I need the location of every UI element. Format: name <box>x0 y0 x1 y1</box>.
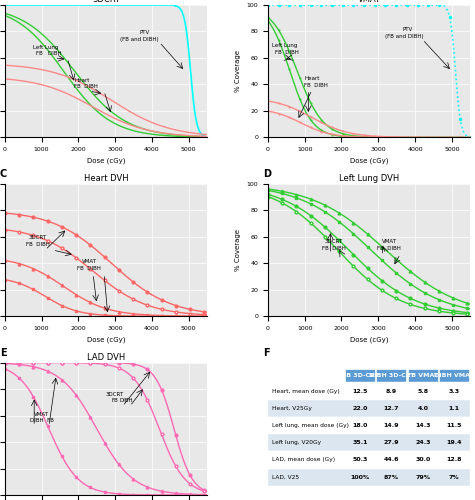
Text: 100%: 100% <box>351 474 370 480</box>
Text: PTV: PTV <box>403 28 413 32</box>
Title: VMAT: VMAT <box>358 0 380 4</box>
Text: 50.3: 50.3 <box>352 458 368 462</box>
Text: DIBH: DIBH <box>119 398 133 404</box>
Text: 11.5: 11.5 <box>446 423 462 428</box>
Text: 8.9: 8.9 <box>386 388 397 394</box>
Text: 14.9: 14.9 <box>384 423 399 428</box>
Text: LAD, V25: LAD, V25 <box>272 474 299 480</box>
Text: Left lung, mean dose (Gy): Left lung, mean dose (Gy) <box>272 423 349 428</box>
FancyBboxPatch shape <box>376 369 407 382</box>
FancyBboxPatch shape <box>345 369 375 382</box>
Text: 19.4: 19.4 <box>446 440 462 445</box>
Text: 3.3: 3.3 <box>448 388 460 394</box>
Text: FB  DIBH: FB DIBH <box>74 84 98 89</box>
Text: FB  DIBH: FB DIBH <box>275 50 299 55</box>
Text: FB  DIBH: FB DIBH <box>377 246 401 251</box>
Text: LAD, mean dose (Gy): LAD, mean dose (Gy) <box>272 458 335 462</box>
Text: 1.1: 1.1 <box>448 406 460 411</box>
Text: FB VMAT: FB VMAT <box>407 374 438 378</box>
Text: FB   DIBH: FB DIBH <box>36 52 62 57</box>
Text: Left lung, V20Gy: Left lung, V20Gy <box>272 440 321 445</box>
Text: VMAT: VMAT <box>82 259 97 264</box>
Y-axis label: % Coverage: % Coverage <box>235 50 241 92</box>
Text: FB: FB <box>112 398 119 404</box>
Text: (FB and DIBH): (FB and DIBH) <box>385 34 423 39</box>
Text: 5.8: 5.8 <box>417 388 428 394</box>
Text: 24.3: 24.3 <box>415 440 430 445</box>
FancyBboxPatch shape <box>268 468 470 485</box>
Text: 14.3: 14.3 <box>415 423 430 428</box>
X-axis label: Dose (cGy): Dose (cGy) <box>87 336 125 343</box>
Text: 87%: 87% <box>384 474 399 480</box>
X-axis label: Dose (cGy): Dose (cGy) <box>350 158 388 164</box>
Text: FB 3D-CRT: FB 3D-CRT <box>342 374 379 378</box>
Text: 3DCRT: 3DCRT <box>325 240 343 244</box>
Text: (FB and DIBH): (FB and DIBH) <box>120 37 158 42</box>
Text: 44.6: 44.6 <box>384 458 399 462</box>
Text: 3DCRT: 3DCRT <box>106 392 124 396</box>
Y-axis label: % Coverage: % Coverage <box>235 229 241 271</box>
Text: DIBH  FB: DIBH FB <box>29 418 54 423</box>
Text: DIBH VMAT: DIBH VMAT <box>434 374 474 378</box>
FancyBboxPatch shape <box>408 369 438 382</box>
FancyBboxPatch shape <box>268 452 470 468</box>
FancyBboxPatch shape <box>268 382 470 400</box>
Text: FB  DIBH: FB DIBH <box>77 266 101 271</box>
Text: 79%: 79% <box>415 474 430 480</box>
Title: 3DCRT: 3DCRT <box>92 0 120 4</box>
Text: 12.8: 12.8 <box>446 458 462 462</box>
FancyBboxPatch shape <box>439 369 469 382</box>
Text: 22.0: 22.0 <box>352 406 368 411</box>
Text: 3DCRT: 3DCRT <box>29 236 47 240</box>
Text: FB  DIBH: FB DIBH <box>322 246 346 251</box>
Title: Heart DVH: Heart DVH <box>84 174 128 183</box>
Text: Heart: Heart <box>75 78 90 83</box>
X-axis label: Dose (cGy): Dose (cGy) <box>87 158 125 164</box>
Text: Left Lung: Left Lung <box>33 44 58 50</box>
Text: 12.7: 12.7 <box>384 406 399 411</box>
Text: PTV: PTV <box>140 30 150 35</box>
Title: LAD DVH: LAD DVH <box>87 353 125 362</box>
Text: VMAT: VMAT <box>382 240 397 244</box>
Text: F: F <box>263 348 270 358</box>
Text: Heart, mean dose (Gy): Heart, mean dose (Gy) <box>272 388 340 394</box>
Text: 7%: 7% <box>449 474 459 480</box>
Text: C: C <box>0 169 7 179</box>
Text: 12.5: 12.5 <box>352 388 368 394</box>
Text: 4.0: 4.0 <box>418 406 428 411</box>
FancyBboxPatch shape <box>268 434 470 452</box>
Text: 30.0: 30.0 <box>415 458 430 462</box>
Title: Left Lung DVH: Left Lung DVH <box>339 174 399 183</box>
Text: VMAT: VMAT <box>34 412 49 416</box>
FancyBboxPatch shape <box>268 400 470 417</box>
Text: Left Lung: Left Lung <box>272 44 297 49</box>
Text: Heart: Heart <box>304 76 320 82</box>
Text: FB  DIBH: FB DIBH <box>304 83 328 88</box>
Text: 35.1: 35.1 <box>352 440 368 445</box>
FancyBboxPatch shape <box>268 417 470 434</box>
Text: E: E <box>0 348 7 358</box>
Text: DIBH 3D-CRT: DIBH 3D-CRT <box>369 374 414 378</box>
Text: 18.0: 18.0 <box>352 423 368 428</box>
Text: Heart, V25Gy: Heart, V25Gy <box>272 406 312 411</box>
Text: FB  DIBH: FB DIBH <box>26 242 50 247</box>
Text: D: D <box>263 169 271 179</box>
X-axis label: Dose (cGy): Dose (cGy) <box>350 336 388 343</box>
Text: 27.9: 27.9 <box>384 440 399 445</box>
